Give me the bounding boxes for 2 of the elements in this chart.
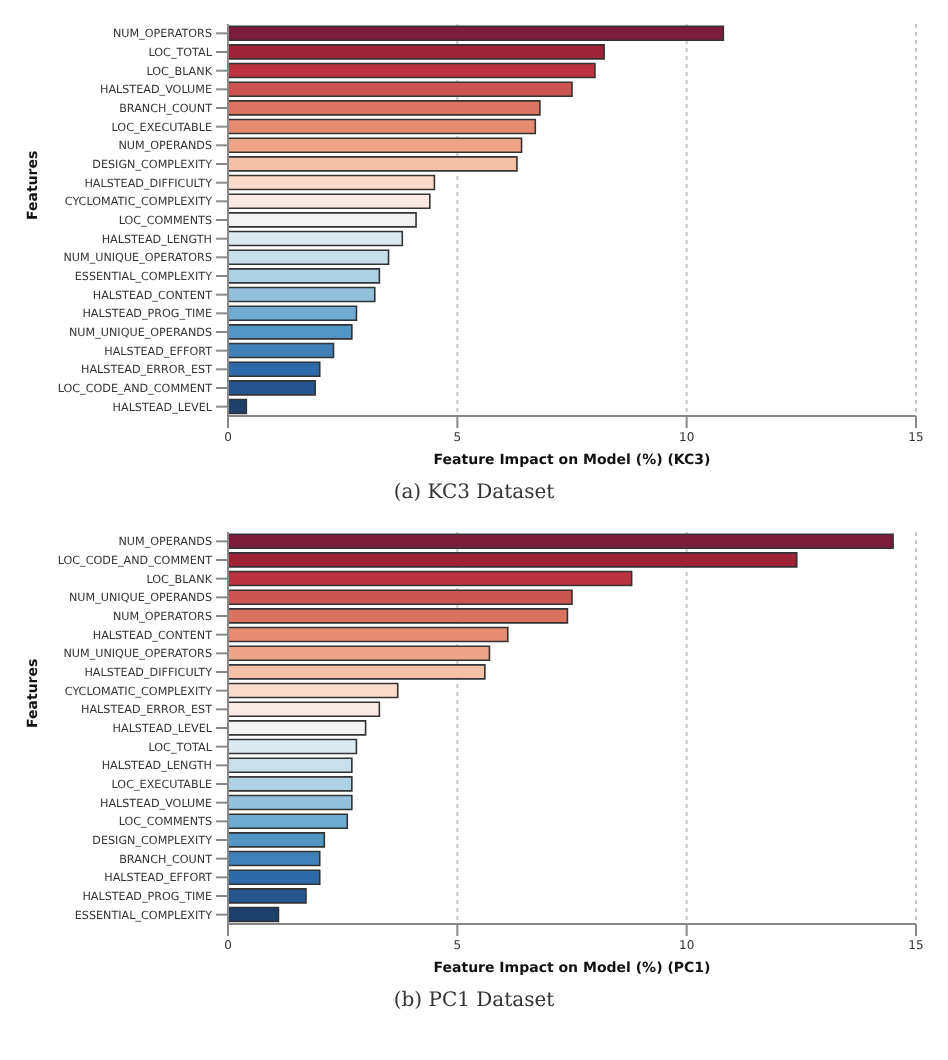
text: (b) PC1 Dataset [391, 988, 557, 1016]
text: (a) KC3 Dataset [391, 480, 557, 508]
